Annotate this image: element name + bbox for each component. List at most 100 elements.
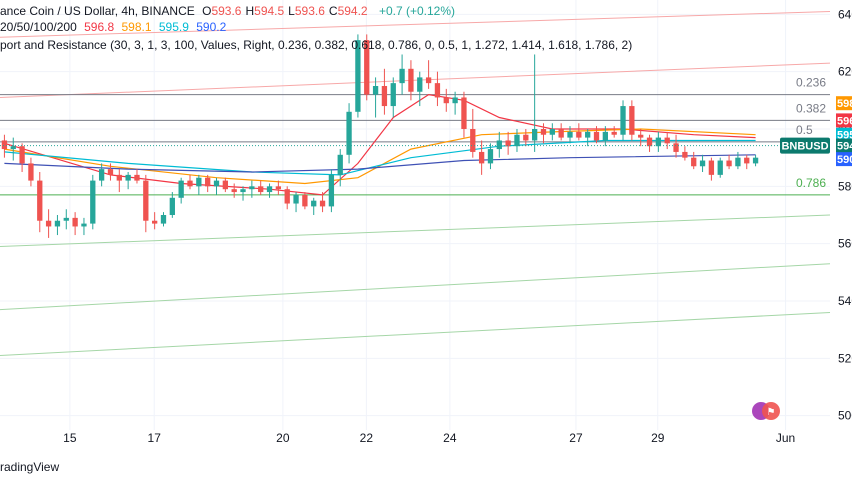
level-label-3: 0.786: [796, 176, 826, 190]
candle-body-3: [28, 163, 34, 181]
candle-body-20: [178, 180, 184, 198]
candle-body-60: [532, 129, 538, 141]
ohlc-value-H: 594.5: [254, 4, 285, 18]
candle-body-28: [249, 186, 255, 190]
candle-body-62: [549, 129, 555, 135]
price-axis: 500520540560580600620640: [838, 7, 852, 422]
candle-body-76: [673, 143, 679, 152]
channel-line-0: [0, 62, 831, 98]
brand-text: radingView: [0, 460, 60, 474]
candle-body-17: [152, 220, 158, 224]
candle-body-30: [266, 186, 273, 193]
symbol-legend: ance Coin / US Dollar, 4h, BINANCE O593.…: [0, 4, 459, 18]
candle-body-78: [691, 157, 697, 167]
grid: [0, 0, 830, 430]
level-label-2: 0.5: [796, 123, 813, 137]
candle-body-40: [355, 40, 361, 112]
ma20-value: 596.8: [84, 20, 115, 34]
ma-line-200: [4, 154, 756, 173]
candle-body-69: [611, 131, 617, 135]
candle-body-55: [487, 149, 494, 164]
channel-line-4: [0, 311, 831, 356]
candle-body-77: [682, 151, 688, 158]
candle-body-19: [169, 197, 175, 215]
ohlc-label-O: O: [202, 4, 212, 18]
candle-body-2: [19, 146, 25, 164]
x-tick-Jun: Jun: [776, 431, 795, 445]
ma-legend: 20/50/100/200 596.8 598.1 595.9 590.2: [0, 20, 230, 34]
candle-body-64: [567, 131, 573, 138]
candle-body-0: [1, 140, 8, 150]
ma200-value: 590.2: [196, 20, 227, 34]
candle-body-16: [143, 180, 149, 221]
candle-body-22: [196, 177, 202, 187]
candle-body-81: [717, 160, 723, 175]
candle-body-59: [523, 134, 529, 141]
candle-body-25: [222, 180, 228, 190]
candle-body-84: [744, 157, 750, 164]
candle-body-8: [72, 217, 78, 227]
y-tick-620: 620: [838, 65, 852, 79]
channel-line-1: [0, 10, 831, 38]
candle-body-67: [593, 131, 600, 141]
candle-body-36: [319, 200, 326, 207]
price-tag-bg-4: [836, 152, 852, 167]
x-tick-17: 17: [148, 431, 162, 445]
candle-body-48: [425, 77, 432, 84]
indicator-legend: port and Resistance (30, 3, 1, 3, 100, V…: [0, 38, 636, 52]
candle-body-18: [160, 215, 167, 224]
candle-body-21: [187, 180, 193, 187]
candle-body-75: [664, 137, 670, 144]
flag-icon[interactable]: ⚑: [752, 402, 780, 420]
candle-body-58: [514, 134, 520, 147]
candle-body-24: [213, 180, 220, 187]
candle-body-74: [655, 137, 662, 147]
candle-body-49: [434, 83, 441, 98]
candle-body-53: [470, 129, 476, 152]
candle-body-73: [646, 137, 653, 147]
candle-body-85: [752, 157, 759, 164]
price-tag-4: 590: [837, 154, 852, 166]
candle-body-6: [54, 220, 61, 227]
candle-body-82: [726, 160, 732, 167]
candle-body-35: [311, 200, 317, 207]
candle-body-12: [107, 169, 114, 175]
price-tag-bg-0: [836, 96, 852, 111]
candle-body-4: [37, 180, 43, 221]
candle-body-63: [558, 129, 564, 138]
candle-body-45: [399, 68, 405, 84]
candle-body-50: [443, 97, 449, 104]
y-tick-520: 520: [838, 351, 852, 365]
level-label-0: 0.236: [796, 76, 826, 90]
candle-body-61: [540, 129, 547, 135]
time-axis: 15 17 20 22 24 27 29 Jun: [63, 431, 795, 445]
price-tag-bg-1: [836, 113, 852, 128]
candle-body-11: [98, 169, 105, 181]
symbol-title: ance Coin / US Dollar, 4h, BINANCE: [0, 4, 195, 18]
x-tick-24: 24: [443, 431, 457, 445]
candle-body-66: [585, 131, 591, 138]
candle-body-10: [90, 180, 96, 224]
tradingview-logo: radingView: [0, 460, 59, 474]
y-tick-560: 560: [838, 237, 852, 251]
x-tick-15: 15: [63, 431, 77, 445]
candle-body-72: [638, 134, 644, 138]
candle-body-83: [735, 157, 741, 167]
ohlc-value-C: 594.2: [337, 4, 368, 18]
candle-body-80: [708, 160, 715, 175]
ma100-value: 595.9: [158, 20, 189, 34]
price-tags: 598596595594590BNBUSD: [780, 96, 852, 167]
svg-text:⚑: ⚑: [767, 407, 776, 418]
candle-body-15: [134, 174, 140, 181]
ohlc-label-L: L: [288, 4, 295, 18]
candle-body-38: [337, 154, 343, 175]
candles: [0, 34, 780, 238]
channel-lines: [0, 10, 831, 356]
price-tag-3: 594: [837, 141, 852, 153]
candle-body-42: [372, 86, 379, 95]
ma50-value: 598.1: [121, 20, 152, 34]
candle-body-39: [346, 111, 352, 155]
symbol-badge: BNBUSD: [781, 141, 828, 153]
candle-body-23: [205, 177, 211, 187]
